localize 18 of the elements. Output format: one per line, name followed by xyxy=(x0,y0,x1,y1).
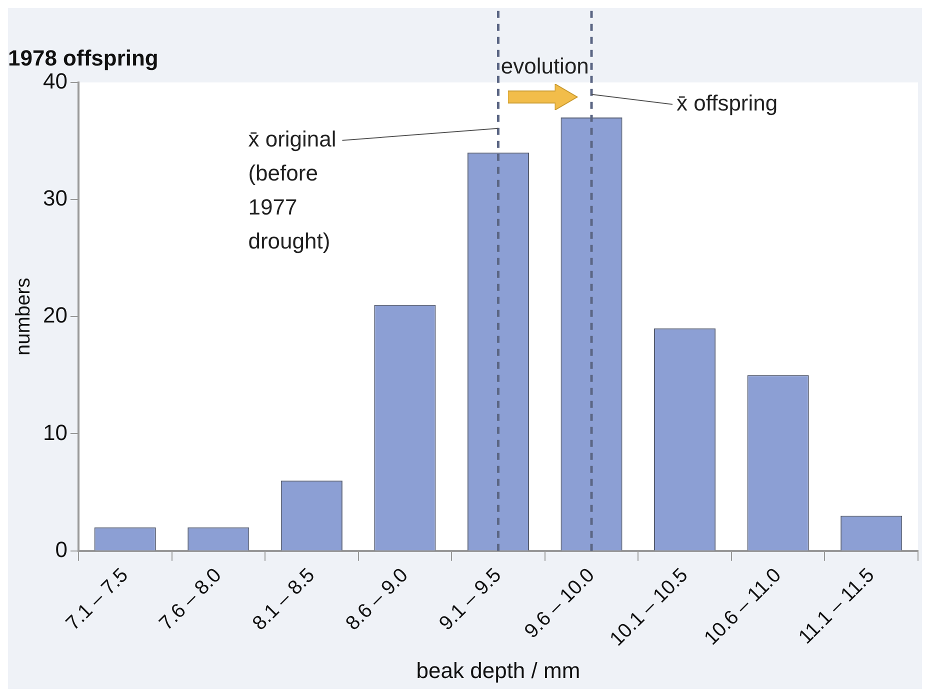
x-axis-title: beak depth / mm xyxy=(416,658,580,683)
chart-title: 1978 offspring xyxy=(8,45,158,70)
y-axis-title: numbers xyxy=(12,278,35,356)
y-tick-label: 40 xyxy=(42,68,68,94)
x-tick-label: 7.6 – 8.0 xyxy=(155,564,226,635)
x-tick-label: 9.6 – 10.0 xyxy=(520,564,599,643)
x-tick-label: 7.1 – 7.5 xyxy=(62,564,133,635)
ref-line-label: x̄ offspring xyxy=(676,90,778,116)
x-tick-label: 11.1 – 11.5 xyxy=(794,564,879,648)
y-tick-label: 0 xyxy=(55,536,68,562)
ref-line-label: x̄ original (before 1977 drought) xyxy=(248,126,336,254)
y-tick-label: 10 xyxy=(42,420,68,445)
y-tick-label: 20 xyxy=(42,302,68,328)
x-tick-label: 9.1 – 9.5 xyxy=(435,564,506,635)
y-tick-label: 30 xyxy=(42,186,68,211)
text: evolution xyxy=(500,53,589,78)
x-tick-label: 8.6 – 9.0 xyxy=(342,564,412,635)
x-tick-label: 8.1 – 8.5 xyxy=(248,564,320,635)
